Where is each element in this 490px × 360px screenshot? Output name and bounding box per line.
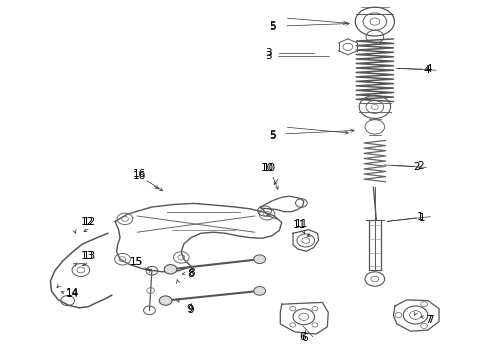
Text: 5: 5 xyxy=(269,131,276,141)
Text: 8: 8 xyxy=(188,268,195,278)
Text: 2: 2 xyxy=(417,161,424,171)
Text: 13: 13 xyxy=(80,251,94,261)
Text: 15: 15 xyxy=(129,257,143,267)
Circle shape xyxy=(164,265,177,274)
Text: 2: 2 xyxy=(413,162,420,172)
Text: 7: 7 xyxy=(425,315,432,325)
Text: 13: 13 xyxy=(82,251,96,261)
Text: 1: 1 xyxy=(419,213,426,223)
Text: 4: 4 xyxy=(423,65,430,75)
Text: 6: 6 xyxy=(301,333,308,343)
Circle shape xyxy=(159,296,172,305)
Text: 1: 1 xyxy=(417,212,424,222)
Text: 5: 5 xyxy=(269,22,276,32)
Text: 3: 3 xyxy=(265,48,272,58)
Text: 5: 5 xyxy=(269,130,276,140)
Text: 10: 10 xyxy=(263,163,276,174)
Text: 15: 15 xyxy=(129,257,143,267)
Text: 16: 16 xyxy=(133,169,147,179)
Text: 12: 12 xyxy=(82,217,96,228)
Circle shape xyxy=(254,287,266,295)
Text: 11: 11 xyxy=(293,220,307,230)
Text: 11: 11 xyxy=(294,219,308,229)
Text: 10: 10 xyxy=(261,163,273,174)
Text: 8: 8 xyxy=(187,269,194,279)
Text: 3: 3 xyxy=(265,51,272,61)
Text: 4: 4 xyxy=(425,64,432,74)
Text: 9: 9 xyxy=(187,304,194,314)
Text: 14: 14 xyxy=(66,289,79,300)
Text: 16: 16 xyxy=(133,171,147,181)
Text: 5: 5 xyxy=(269,21,276,31)
Text: 9: 9 xyxy=(188,305,195,315)
Text: 6: 6 xyxy=(299,332,306,342)
Text: 14: 14 xyxy=(66,288,79,298)
Circle shape xyxy=(254,255,266,264)
Text: 7: 7 xyxy=(427,315,434,325)
Text: 12: 12 xyxy=(80,217,94,228)
